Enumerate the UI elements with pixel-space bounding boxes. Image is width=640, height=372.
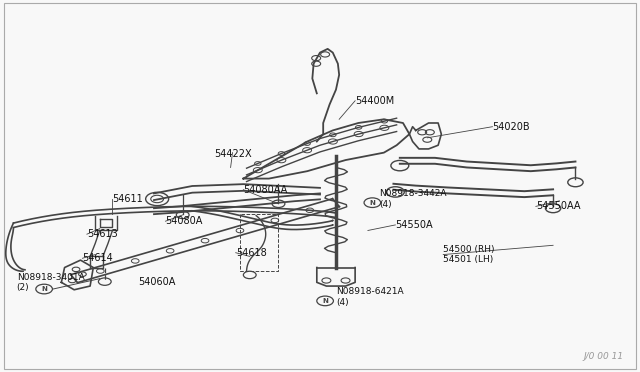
- Text: N: N: [322, 298, 328, 304]
- Text: N: N: [41, 286, 47, 292]
- Text: 54613: 54613: [87, 229, 118, 239]
- Text: 54618: 54618: [236, 248, 266, 258]
- Text: 54550AA: 54550AA: [536, 201, 580, 211]
- Text: 54611: 54611: [113, 194, 143, 204]
- Text: 54422X: 54422X: [214, 150, 252, 160]
- Text: 54500 (RH)
54501 (LH): 54500 (RH) 54501 (LH): [444, 245, 495, 264]
- Text: N: N: [369, 200, 375, 206]
- Text: N08918-3442A
(4): N08918-3442A (4): [380, 189, 447, 209]
- Text: J/0 00 11: J/0 00 11: [583, 352, 623, 361]
- Text: 54020B: 54020B: [492, 122, 530, 132]
- Text: 54080AA: 54080AA: [243, 185, 287, 195]
- Text: N08918-3401A
(2): N08918-3401A (2): [17, 273, 84, 292]
- Text: N08918-6421A
(4): N08918-6421A (4): [336, 288, 404, 307]
- Text: 54614: 54614: [83, 253, 113, 263]
- Text: 54550A: 54550A: [396, 220, 433, 230]
- Text: 54400M: 54400M: [355, 96, 394, 106]
- Text: 54080A: 54080A: [166, 216, 203, 226]
- Text: 54060A: 54060A: [138, 278, 175, 287]
